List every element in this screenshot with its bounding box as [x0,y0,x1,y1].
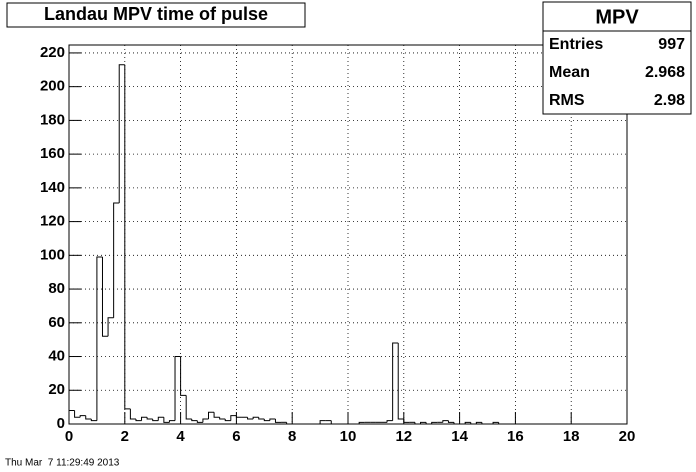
x-tick-label: 8 [288,428,296,445]
bar [152,418,159,422]
bar [208,411,215,419]
bar [252,416,259,419]
stats-title: MPV [595,6,639,28]
bar [263,418,270,422]
y-tick-label: 20 [48,381,65,398]
stats-label: Entries [549,36,603,53]
bar [107,317,114,337]
bar [135,418,142,422]
stats-value: 2.968 [645,64,685,81]
y-tick-label: 180 [40,111,65,128]
bar [168,420,176,423]
bar [442,420,449,423]
bar [319,420,326,424]
bar [157,416,164,421]
bar [90,418,97,422]
bar [180,356,187,396]
x-tick-label: 14 [451,428,468,445]
y-tick-label: 100 [40,246,65,263]
bar [113,202,120,318]
bar [185,395,192,420]
x-tick-label: 4 [176,428,185,445]
bar [453,422,460,425]
bar [258,417,265,420]
y-tick-label: 200 [40,78,65,95]
bar [129,408,136,420]
bar [386,420,393,423]
y-tick-label: 140 [40,179,65,196]
bar [492,421,499,424]
bar [85,415,92,420]
bar [470,422,477,425]
stats-value: 997 [658,36,685,53]
bar [96,256,103,421]
timestamp: Thu Mar 7 11:29:49 2013 [5,458,120,469]
x-tick-label: 10 [340,428,357,445]
bar [124,64,131,410]
bar [464,421,471,424]
x-tick-label: 18 [563,428,580,445]
bar [101,257,109,337]
bar [498,422,505,425]
y-tick-label: 40 [48,348,65,365]
bar [431,421,438,424]
bar [397,343,404,420]
bar [425,422,432,425]
x-tick-label: 16 [507,428,524,445]
bar [330,420,337,425]
bar [219,417,226,420]
bar [358,421,365,424]
x-tick-label: 6 [232,428,240,445]
bar [269,418,276,421]
x-tick-label: 0 [65,428,73,445]
bar [230,415,237,421]
bar [235,415,242,418]
x-tick-label: 2 [121,428,129,445]
bar [196,420,203,423]
bar [74,410,81,418]
bar [224,418,231,422]
bar [213,412,220,418]
bar [403,418,410,423]
bar [68,410,75,424]
bar [392,342,399,421]
x-tick-label: 12 [395,428,412,445]
x-tick-label: 20 [619,428,636,445]
chart-title: Landau MPV time of pulse [44,4,268,24]
stats-value: 2.98 [654,92,685,109]
bar [481,422,488,425]
bar [202,418,209,423]
bar [247,417,254,420]
y-tick-label: 120 [40,213,65,230]
bar [174,356,181,421]
title-box [6,2,306,28]
stats-box [542,1,692,115]
stats-label: RMS [549,92,585,109]
y-tick-label: 160 [40,145,65,162]
y-tick-label: 0 [57,415,65,432]
bar [274,418,282,423]
y-tick-label: 60 [48,314,65,331]
bar [118,64,125,204]
y-tick-label: 80 [48,280,65,297]
bar [163,417,170,423]
bar [191,418,198,422]
stats-label: Mean [549,64,590,81]
y-tick-label: 220 [40,44,65,61]
bar [447,420,455,423]
bar [286,422,293,425]
bar [420,421,427,424]
bar [141,416,148,421]
bar [414,422,421,425]
bar [475,421,482,424]
bar [146,417,153,420]
bar [79,415,86,418]
